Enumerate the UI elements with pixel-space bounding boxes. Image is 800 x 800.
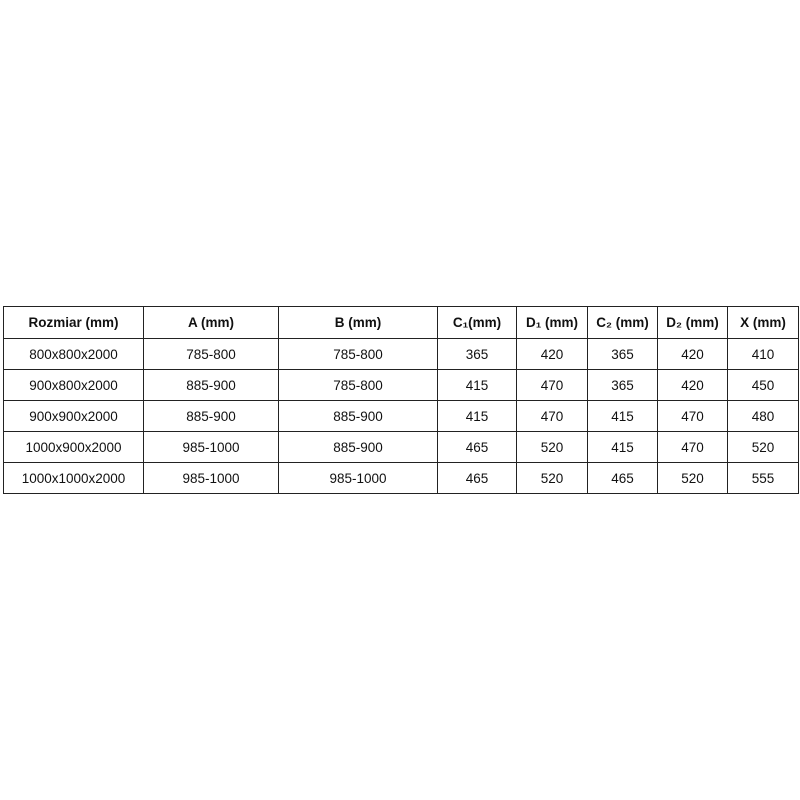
column-header: A (mm) <box>143 306 279 339</box>
table-cell: 985-1000 <box>143 431 279 463</box>
table-cell: 470 <box>516 369 588 401</box>
table-row: 800x800x2000 785-800 785-800 365 420 365 420 41… <box>3 338 799 370</box>
table-cell: 1000x900x2000 <box>3 431 144 463</box>
table-cell: 785-800 <box>278 369 438 401</box>
header-row: Rozmiar (mm) A (mm) B (mm) C₁(mm) D₁ (mm) C₂ … <box>3 306 799 339</box>
table-cell: 885-900 <box>143 369 279 401</box>
table-cell: 520 <box>516 462 588 494</box>
column-header: X (mm) <box>727 306 799 339</box>
table-cell: 885-900 <box>278 400 438 432</box>
table-row: 1000x1000x2000 985-1000 985-1000 465 520 465 5… <box>3 462 799 494</box>
table-cell: 785-800 <box>143 338 279 370</box>
dimensions-table: Rozmiar (mm) A (mm) B (mm) C₁(mm) D₁ (mm) C₂ … <box>3 306 799 494</box>
table-cell: 985-1000 <box>143 462 279 494</box>
table-cell: 450 <box>727 369 799 401</box>
table-cell: 800x800x2000 <box>3 338 144 370</box>
table-row: 1000x900x2000 985-1000 885-900 465 520 415 470… <box>3 431 799 463</box>
table-cell: 520 <box>516 431 588 463</box>
column-header: C₂ (mm) <box>587 306 658 339</box>
column-header: Rozmiar (mm) <box>3 306 144 339</box>
column-header: C₁(mm) <box>437 306 517 339</box>
table-cell: 480 <box>727 400 799 432</box>
table-cell: 415 <box>437 400 517 432</box>
table-row: 900x800x2000 885-900 785-800 415 470 365 420 45… <box>3 369 799 401</box>
table-cell: 365 <box>437 338 517 370</box>
table-cell: 555 <box>727 462 799 494</box>
table-cell: 420 <box>657 369 728 401</box>
table-cell: 785-800 <box>278 338 438 370</box>
table-cell: 470 <box>657 400 728 432</box>
table-row: 900x900x2000 885-900 885-900 415 470 415 470 48… <box>3 400 799 432</box>
table-cell: 520 <box>727 431 799 463</box>
column-header: B (mm) <box>278 306 438 339</box>
table-cell: 885-900 <box>143 400 279 432</box>
table-cell: 465 <box>587 462 658 494</box>
column-header: D₁ (mm) <box>516 306 588 339</box>
table-cell: 900x800x2000 <box>3 369 144 401</box>
table-cell: 415 <box>437 369 517 401</box>
table-cell: 415 <box>587 431 658 463</box>
table-cell: 885-900 <box>278 431 438 463</box>
table-cell: 900x900x2000 <box>3 400 144 432</box>
column-header: D₂ (mm) <box>657 306 728 339</box>
table-cell: 410 <box>727 338 799 370</box>
table-cell: 465 <box>437 462 517 494</box>
table-cell: 470 <box>516 400 588 432</box>
table-cell: 1000x1000x2000 <box>3 462 144 494</box>
table-cell: 465 <box>437 431 517 463</box>
table-cell: 520 <box>657 462 728 494</box>
table-cell: 985-1000 <box>278 462 438 494</box>
table-cell: 365 <box>587 369 658 401</box>
table-cell: 420 <box>516 338 588 370</box>
table-cell: 415 <box>587 400 658 432</box>
table-cell: 470 <box>657 431 728 463</box>
table-cell: 420 <box>657 338 728 370</box>
table-cell: 365 <box>587 338 658 370</box>
